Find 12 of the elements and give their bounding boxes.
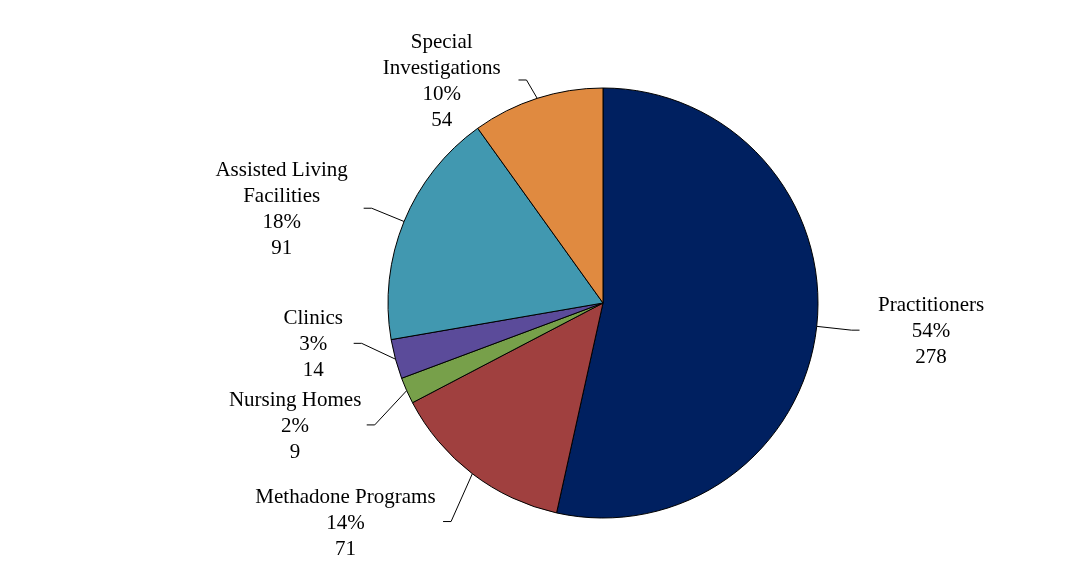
data-label: 18% 91 — [262, 209, 301, 260]
slice-label: Special Investigations — [382, 29, 501, 79]
slice-label: Methadone Programs — [255, 483, 436, 508]
data-label: 2% 9 — [281, 412, 310, 463]
slice-label: Practitioners — [878, 292, 985, 317]
slice-label: Clinics — [283, 305, 344, 330]
data-label: 10% 54 — [422, 81, 461, 131]
slice-label: Assisted Living Facilities — [215, 157, 349, 208]
data-label: 14% 71 — [326, 509, 365, 560]
data-label: 54% 278 — [911, 318, 951, 369]
slice-label: Nursing Homes — [228, 386, 362, 411]
data-label: 3% 14 — [299, 331, 328, 382]
